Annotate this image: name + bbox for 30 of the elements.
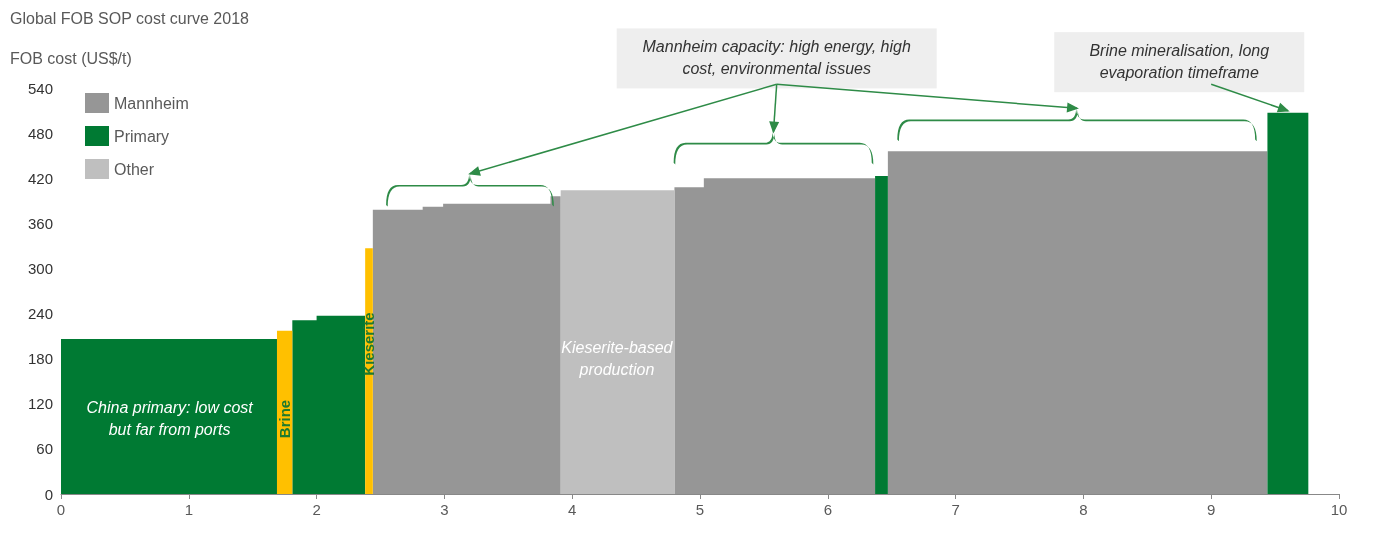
legend-label: Mannheim (114, 94, 189, 112)
annotation: Kieserite-based production (560, 337, 674, 380)
y-tick-label: 0 (44, 485, 53, 503)
x-tick-label: 8 (1079, 501, 1088, 518)
y-tick-label: 360 (27, 214, 53, 232)
x-tick-label: 0 (56, 501, 66, 518)
y-tick-label: 540 (27, 79, 53, 97)
x-tick-label: 7 (951, 501, 960, 518)
annotation: Brine (274, 398, 294, 440)
x-tick-label: 5 (695, 501, 705, 518)
y-tick-label: 420 (27, 169, 53, 187)
y-axis-title: FOB cost (US$/t) (10, 50, 132, 68)
x-tick-label: 4 (568, 501, 577, 518)
x-tick-label: 2 (312, 501, 321, 518)
y-tick-label: 480 (27, 124, 53, 142)
chart-title: Global FOB SOP cost curve 2018 (10, 10, 249, 28)
annotation: Kieserite (359, 310, 378, 378)
x-tick-label: 6 (823, 501, 832, 518)
x-tick-label: 10 (1330, 501, 1348, 518)
y-tick-label: 60 (36, 440, 53, 458)
y-tick-label: 180 (27, 350, 53, 368)
y-tick-label: 120 (27, 395, 53, 413)
legend-label: Other (114, 160, 155, 178)
x-tick-label: 1 (184, 501, 193, 518)
y-tick-label: 240 (27, 305, 53, 323)
x-tick-label: 9 (1207, 501, 1216, 518)
y-tick-label: 300 (27, 259, 53, 277)
annotation: China primary: low cost but far from ports (85, 398, 254, 441)
x-tick-label: 3 (440, 501, 449, 518)
legend-label: Primary (114, 127, 170, 145)
